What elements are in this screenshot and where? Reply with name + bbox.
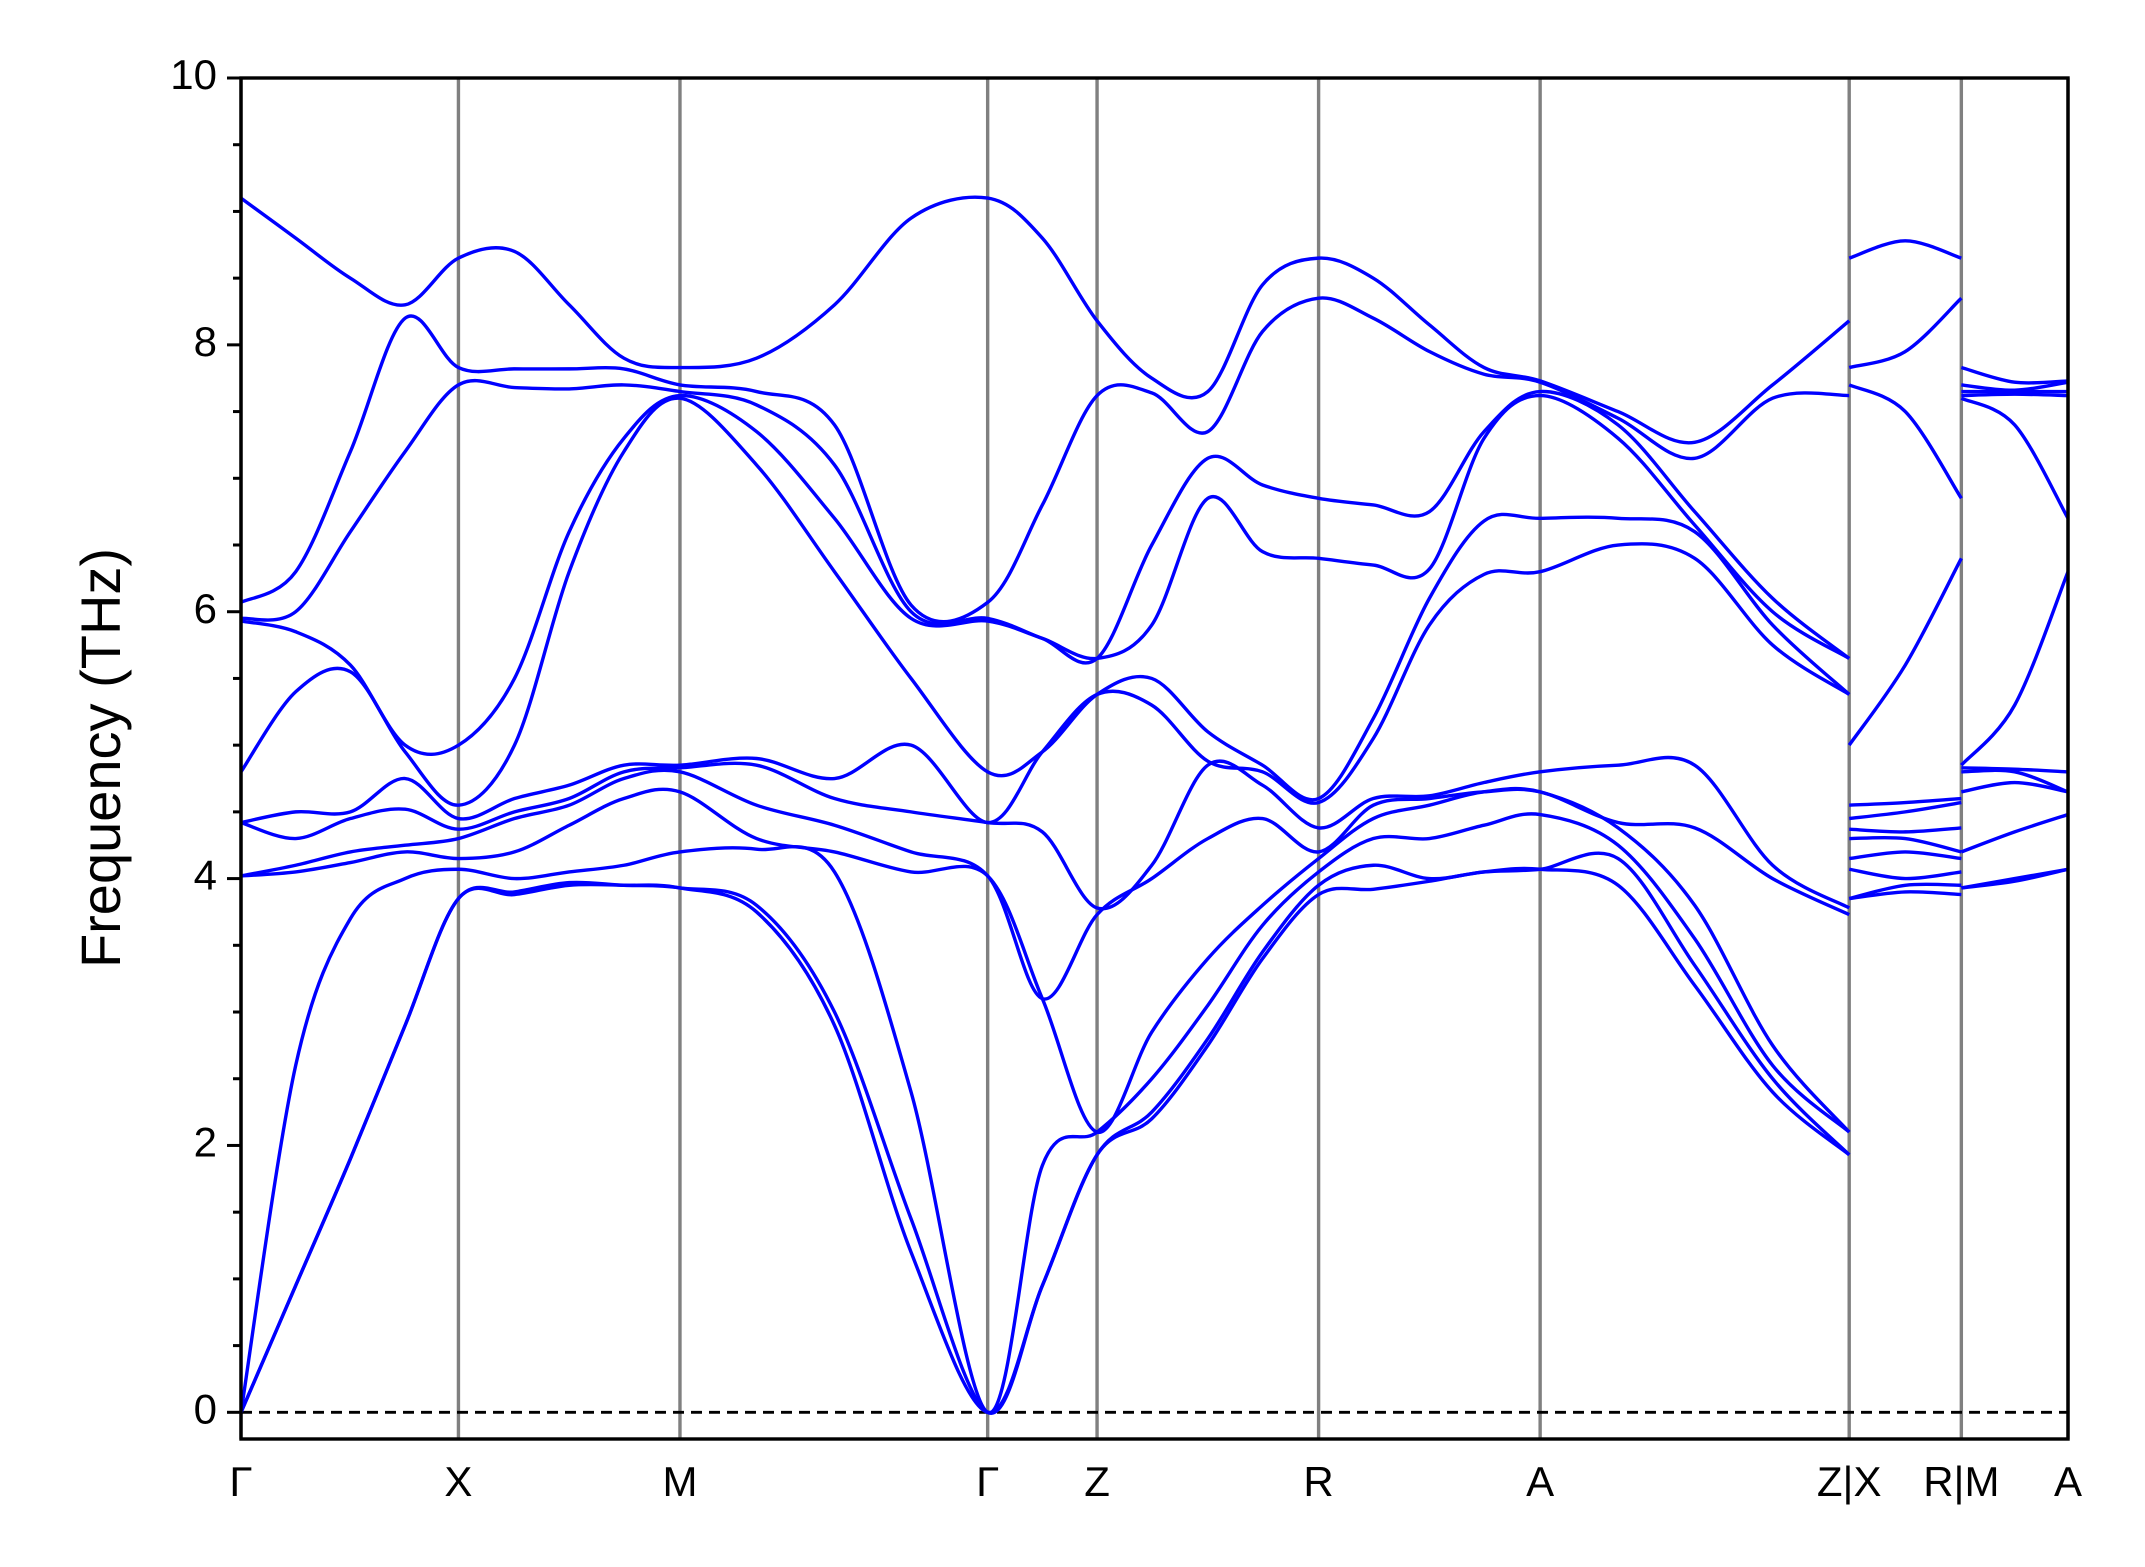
band-line [241, 396, 2068, 807]
y-tick-label: 10 [170, 51, 217, 98]
band-line [241, 195, 2068, 445]
x-tick-label: Γ [229, 1458, 252, 1505]
x-tick-label: Γ [976, 1458, 999, 1505]
y-tick-label: 8 [194, 318, 217, 365]
y-tick-label: 2 [194, 1119, 217, 1166]
band-line [241, 812, 2068, 1415]
y-tick-label: 6 [194, 585, 217, 632]
x-tick-label: X [444, 1458, 472, 1505]
x-tick-label: M [662, 1458, 697, 1505]
y-tick-label: 0 [194, 1385, 217, 1432]
x-tick-label: Z [1084, 1458, 1110, 1505]
x-tick-label: A [1526, 1458, 1554, 1505]
x-tick-label: Z|X [1817, 1458, 1882, 1505]
x-tick-label: R [1303, 1458, 1333, 1505]
band-line [241, 755, 2068, 911]
x-tick-label: A [2054, 1458, 2082, 1505]
y-tick-label: 4 [194, 852, 217, 899]
plot-frame [239, 76, 2070, 1441]
y-axis-label: Frequency (THz) [69, 548, 132, 968]
band-line [241, 542, 2068, 825]
x-tick-label: R|M [1923, 1458, 1999, 1505]
band-line [241, 768, 2068, 1001]
band-line [241, 851, 2068, 1415]
